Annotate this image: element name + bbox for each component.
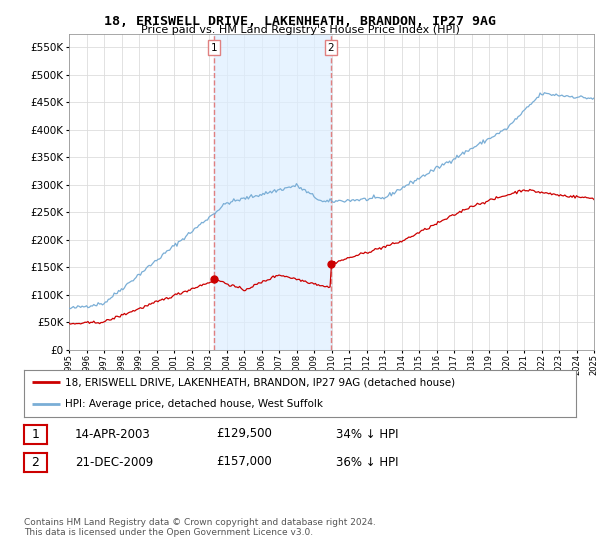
Text: 1: 1: [211, 43, 217, 53]
Text: £129,500: £129,500: [216, 427, 272, 441]
Text: Price paid vs. HM Land Registry's House Price Index (HPI): Price paid vs. HM Land Registry's House …: [140, 25, 460, 35]
Text: 34% ↓ HPI: 34% ↓ HPI: [336, 427, 398, 441]
Text: 18, ERISWELL DRIVE, LAKENHEATH, BRANDON, IP27 9AG (detached house): 18, ERISWELL DRIVE, LAKENHEATH, BRANDON,…: [65, 377, 455, 388]
Text: 14-APR-2003: 14-APR-2003: [75, 427, 151, 441]
Text: 21-DEC-2009: 21-DEC-2009: [75, 455, 153, 469]
Text: 2: 2: [31, 456, 40, 469]
Bar: [214, 34, 331, 350]
Text: 36% ↓ HPI: 36% ↓ HPI: [336, 455, 398, 469]
Text: £157,000: £157,000: [216, 455, 272, 469]
Text: 18, ERISWELL DRIVE, LAKENHEATH, BRANDON, IP27 9AG: 18, ERISWELL DRIVE, LAKENHEATH, BRANDON,…: [104, 15, 496, 27]
Text: Contains HM Land Registry data © Crown copyright and database right 2024.
This d: Contains HM Land Registry data © Crown c…: [24, 518, 376, 538]
Text: 2: 2: [328, 43, 334, 53]
Text: 1: 1: [31, 428, 40, 441]
Text: HPI: Average price, detached house, West Suffolk: HPI: Average price, detached house, West…: [65, 399, 323, 409]
